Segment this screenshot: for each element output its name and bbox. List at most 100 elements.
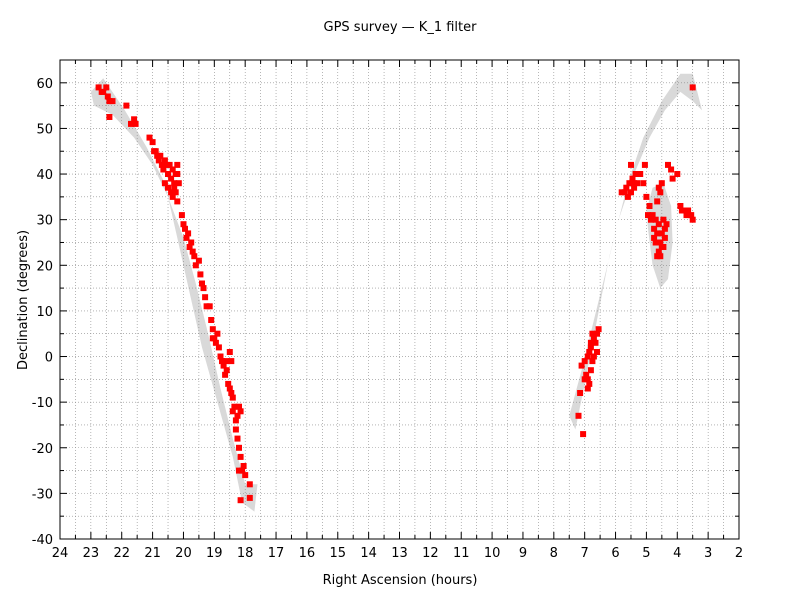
data-point [165, 184, 171, 191]
data-point [677, 203, 684, 209]
data-point [203, 303, 210, 310]
data-point [583, 371, 590, 378]
data-point [637, 171, 644, 177]
data-point [652, 239, 659, 246]
y-tick-label: -40 [32, 533, 53, 548]
data-point [658, 230, 665, 237]
data-point [178, 212, 185, 219]
data-point [586, 380, 593, 387]
data-point [215, 344, 222, 351]
x-tick-label: 12 [422, 546, 439, 561]
data-point [584, 376, 591, 383]
x-tick-label: 20 [175, 546, 192, 561]
data-point [661, 234, 668, 241]
x-tick-label: 23 [83, 546, 100, 561]
y-tick-label: 20 [36, 259, 53, 274]
data-point [209, 326, 216, 333]
data-point [626, 180, 633, 187]
plot-frame [59, 59, 740, 540]
x-tick-label: 13 [391, 546, 408, 561]
data-point [578, 362, 585, 369]
data-point [618, 189, 625, 196]
tick-labels: 24 23 22 21 20 19 18 17 16 15 14 13 12 11 10 9 8 7 6 5 4 3 2 -4… [32, 77, 743, 561]
x-tick-label: 17 [268, 546, 285, 561]
x-tick-label: 18 [237, 546, 254, 561]
data-point [594, 349, 600, 355]
x-tick-label: 11 [453, 546, 470, 561]
data-point [246, 481, 253, 488]
data-point [654, 230, 661, 237]
data-point [192, 262, 199, 269]
data-point [651, 225, 658, 232]
data-point [185, 230, 192, 237]
y-tick-label: 30 [36, 214, 53, 229]
grid-layer [59, 59, 740, 540]
data-point [652, 216, 659, 223]
data-point [661, 225, 668, 232]
y-tick-label: 40 [36, 168, 53, 183]
data-point [655, 184, 662, 191]
x-tick-label: 4 [673, 546, 681, 561]
data-point [200, 285, 207, 292]
data-point [229, 408, 236, 415]
data-point [123, 102, 130, 109]
data-point [174, 198, 181, 205]
data-point [168, 175, 175, 182]
data-point [648, 216, 654, 223]
data-point [206, 303, 213, 310]
data-point [232, 426, 239, 433]
data-point [100, 88, 107, 95]
data-point [592, 339, 599, 346]
data-point [128, 120, 134, 127]
x-tick-label: 16 [299, 546, 316, 561]
data-point [234, 412, 241, 419]
data-point [161, 157, 168, 164]
data-point [152, 148, 159, 155]
data-point [174, 171, 181, 177]
data-point [581, 376, 588, 383]
data-point [657, 189, 664, 196]
data-point [149, 139, 156, 146]
x-tick-label: 24 [52, 546, 69, 561]
data-point [104, 93, 111, 100]
data-point [587, 344, 594, 351]
data-point [649, 212, 656, 219]
y-tick-label: 10 [36, 305, 53, 320]
data-point [106, 114, 113, 120]
data-point [219, 358, 225, 365]
data-point [103, 84, 110, 91]
x-tick-label: 7 [581, 546, 589, 561]
data-point [222, 371, 229, 378]
data-point [157, 152, 164, 159]
data-point [575, 412, 582, 419]
x-tick-label: 22 [113, 546, 130, 561]
y-tick-label: -20 [32, 442, 53, 457]
data-point [628, 161, 634, 168]
data-point [166, 161, 173, 168]
data-point [595, 326, 602, 333]
data-point [169, 166, 176, 173]
data-point [685, 207, 692, 214]
data-point [581, 358, 588, 365]
data-point [226, 349, 233, 355]
data-point [95, 84, 102, 91]
data-point [646, 203, 653, 209]
x-tick-label: 8 [550, 546, 558, 561]
data-point [688, 212, 695, 219]
y-tick-label: 50 [36, 122, 53, 137]
data-point [658, 244, 665, 250]
data-point [132, 120, 139, 127]
data-point [634, 180, 641, 187]
x-tick-label: 21 [144, 546, 161, 561]
data-point [195, 257, 202, 264]
data-point [629, 175, 636, 182]
data-point [590, 353, 597, 360]
data-point [586, 349, 593, 355]
data-point [172, 189, 179, 196]
data-point [657, 253, 664, 260]
data-point [674, 171, 681, 177]
data-point [155, 157, 162, 164]
data-point [645, 212, 651, 219]
data-point [106, 98, 113, 105]
data-point [641, 161, 648, 168]
